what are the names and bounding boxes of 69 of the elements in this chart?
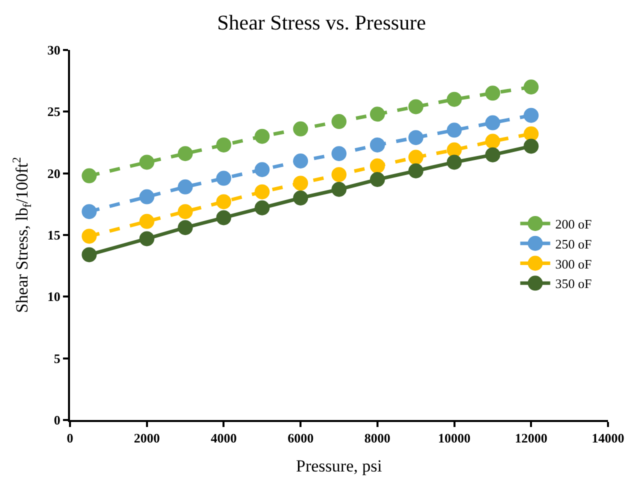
x-tick-label: 0	[66, 430, 74, 446]
point	[485, 115, 500, 130]
point	[139, 154, 154, 170]
point	[216, 210, 232, 226]
point	[332, 182, 346, 197]
point	[524, 108, 539, 123]
point	[370, 106, 385, 122]
x-tick-label: 8000	[364, 430, 390, 446]
point	[332, 146, 346, 162]
point	[485, 134, 500, 149]
point	[370, 137, 385, 152]
point	[408, 130, 424, 146]
point	[254, 162, 270, 178]
x-tick-label: 6000	[288, 430, 314, 446]
point	[485, 86, 500, 101]
point	[178, 179, 193, 194]
point	[82, 247, 97, 262]
point	[216, 137, 232, 152]
point	[446, 154, 462, 170]
point	[524, 138, 539, 154]
point	[139, 214, 154, 229]
point	[82, 168, 97, 184]
point	[408, 99, 424, 114]
point	[332, 114, 346, 130]
point	[82, 204, 97, 220]
chart-title: Shear Stress vs. Pressure	[217, 10, 426, 34]
point	[216, 194, 232, 210]
point	[139, 189, 154, 204]
y-tick-label: 10	[47, 289, 60, 304]
point	[178, 220, 193, 236]
point	[139, 231, 154, 246]
point	[254, 184, 270, 200]
point	[408, 150, 424, 165]
point	[485, 147, 500, 162]
point	[82, 228, 97, 244]
point	[370, 172, 385, 187]
point	[524, 80, 539, 94]
x-tick-label: 12000	[514, 430, 548, 446]
x-tick-label: 14000	[592, 430, 624, 446]
point	[446, 122, 462, 138]
legend-label: 350 oF	[555, 276, 592, 292]
x-tick-label: 4000	[210, 430, 237, 446]
point	[254, 128, 270, 144]
point	[446, 92, 462, 107]
x-axis-title: Pressure, psi	[296, 456, 382, 476]
point	[408, 163, 424, 178]
point	[293, 154, 308, 168]
x-tick-label: 10000	[438, 430, 471, 446]
point	[178, 146, 193, 162]
legend-label: 250 oF	[555, 236, 592, 252]
y-tick-label: 25	[47, 104, 61, 120]
point	[293, 176, 308, 191]
legend-label: 300 oF	[555, 256, 592, 272]
y-tick-label: 0	[54, 412, 60, 428]
point	[293, 121, 308, 136]
point	[178, 204, 193, 220]
x-tick-label: 2000	[134, 430, 160, 446]
point	[254, 200, 270, 216]
point	[524, 126, 539, 142]
point	[293, 190, 308, 206]
point	[332, 167, 346, 182]
y-tick-label: 30	[47, 42, 60, 58]
legend-label: 200 oF	[555, 216, 592, 232]
point	[216, 170, 232, 186]
point	[446, 142, 462, 158]
y-tick-label: 5	[54, 350, 61, 366]
y-tick-label: 20	[47, 166, 60, 181]
y-tick-label: 15	[47, 228, 61, 243]
point	[370, 158, 385, 174]
